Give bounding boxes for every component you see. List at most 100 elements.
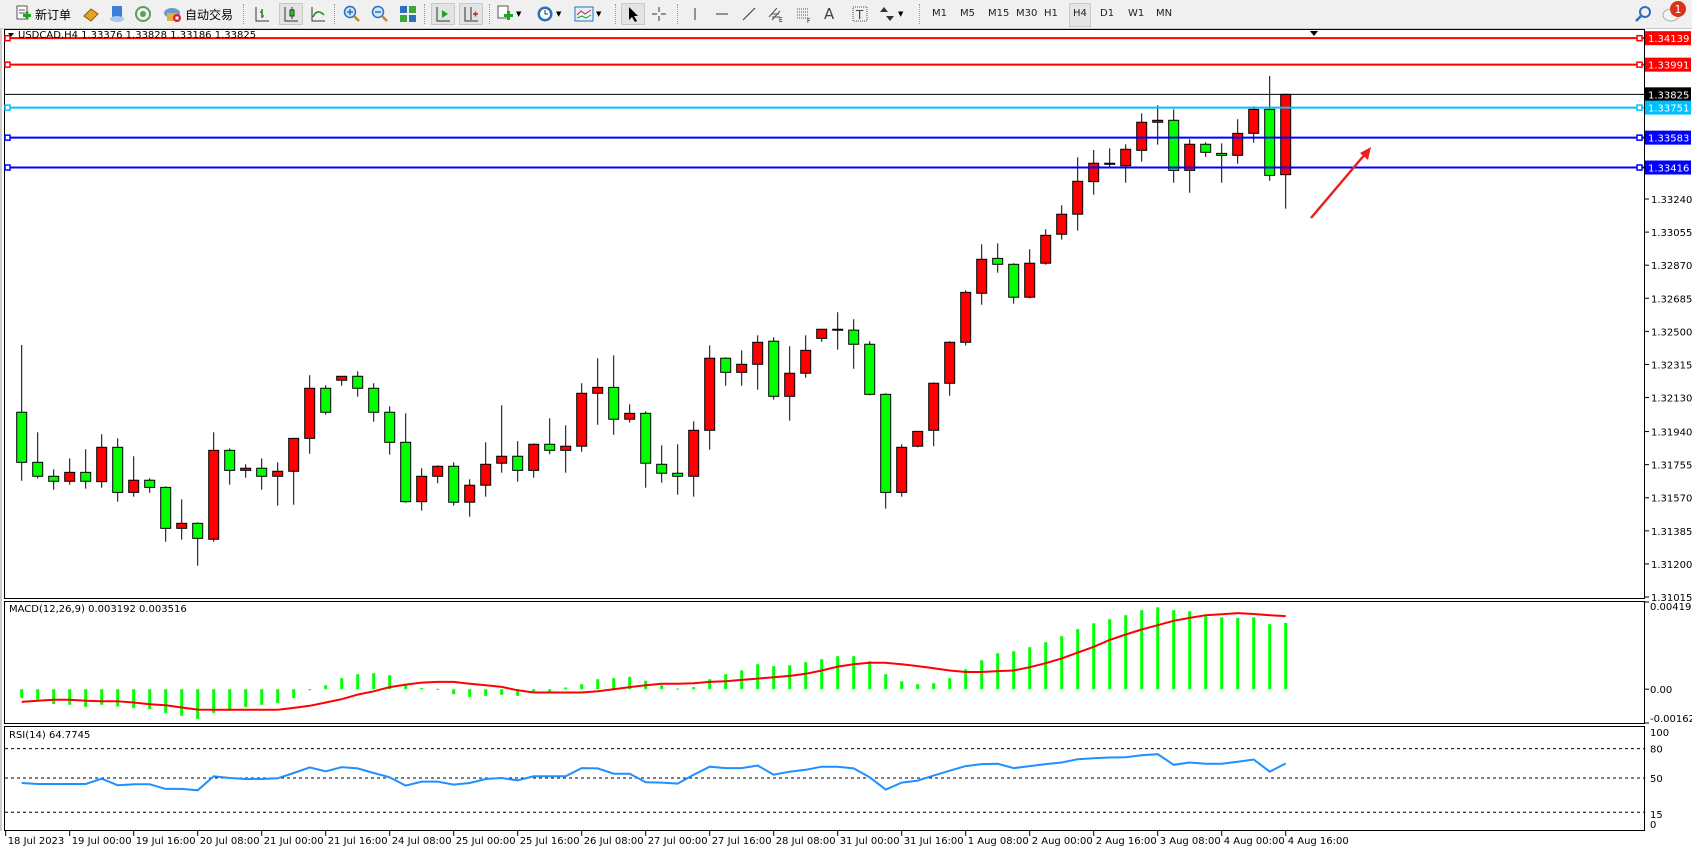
- bull-candle-body: [496, 455, 508, 464]
- periods-button[interactable]: ▼: [536, 3, 561, 25]
- candle: [176, 499, 188, 540]
- chart-shift-button[interactable]: [459, 3, 483, 25]
- indicators-button[interactable]: ▼: [574, 3, 601, 25]
- level-line[interactable]: 1.33751: [4, 100, 1691, 115]
- bar-chart-button[interactable]: [253, 3, 271, 25]
- macd-histogram-bar: [964, 669, 968, 690]
- auto-trading-icon: [164, 8, 181, 22]
- market-watch-button[interactable]: [108, 3, 126, 25]
- text-button[interactable]: A: [824, 3, 834, 25]
- new-chart-button[interactable]: ▼: [496, 3, 521, 25]
- level-handle[interactable]: [4, 164, 11, 171]
- macd-histogram-bar: [900, 681, 904, 690]
- equidistant-channel-button[interactable]: E: [767, 3, 785, 25]
- timeframe-m30[interactable]: M30: [1016, 8, 1038, 19]
- toolbar: 新订单 自动交易 ▼ ▼ ▼ E F A T ▼ M1 M5 M15 M30 H1 H4 D…: [0, 0, 1692, 29]
- candlestick-button[interactable]: [279, 3, 303, 25]
- svg-text:E: E: [779, 17, 783, 23]
- trendline-button[interactable]: [740, 3, 758, 25]
- line-chart-button[interactable]: [309, 3, 327, 25]
- arrows-button[interactable]: ▼: [878, 3, 903, 25]
- search-button[interactable]: [1634, 3, 1652, 25]
- chevron-down-icon[interactable]: ▼: [596, 10, 602, 18]
- autoscroll-button[interactable]: [431, 3, 455, 25]
- macd-histogram-bar: [1220, 617, 1224, 690]
- text-label-button[interactable]: T: [851, 3, 869, 25]
- new-order-button[interactable]: 新订单: [14, 3, 71, 25]
- bull-candle-body: [96, 446, 108, 483]
- cursor-button[interactable]: [621, 3, 645, 25]
- time-tick-label: 26 Jul 08:00: [584, 836, 644, 847]
- price-tick-label: 1.32685: [1651, 294, 1692, 305]
- macd-panel-border: [4, 601, 1645, 724]
- level-line[interactable]: 1.33825: [5, 87, 1691, 102]
- price-tick-label: 1.32870: [1651, 261, 1692, 272]
- candle: [656, 445, 668, 483]
- trend-arrow[interactable]: [1310, 147, 1371, 219]
- level-line[interactable]: 1.33583: [4, 130, 1691, 145]
- bear-candle-body: [448, 465, 460, 503]
- chart-menu-triangle-icon[interactable]: [8, 33, 14, 37]
- vertical-line-button[interactable]: [686, 3, 704, 25]
- bear-candle-body: [832, 328, 844, 331]
- level-handle[interactable]: [4, 61, 11, 68]
- timeframe-w1[interactable]: W1: [1128, 8, 1145, 19]
- bull-candle-body: [800, 349, 812, 374]
- candle: [1040, 229, 1052, 265]
- tile-windows-button[interactable]: [399, 3, 417, 25]
- timeframe-d1[interactable]: D1: [1100, 8, 1115, 19]
- timeframe-h4[interactable]: H4: [1069, 3, 1091, 27]
- timeframe-mn[interactable]: MN: [1156, 8, 1173, 19]
- macd-histogram-bar: [132, 689, 136, 708]
- fibonacci-button[interactable]: F: [795, 3, 813, 25]
- level-handle[interactable]: [1636, 134, 1643, 141]
- horizontal-line-button[interactable]: [713, 3, 731, 25]
- level-handle[interactable]: [1636, 104, 1643, 111]
- crosshair-button[interactable]: [650, 3, 668, 25]
- chevron-down-icon[interactable]: ▼: [898, 10, 904, 18]
- time-tick-label: 18 Jul 2023: [8, 836, 65, 847]
- level-handle[interactable]: [1636, 164, 1643, 171]
- candle: [912, 430, 924, 448]
- chart-shift-marker-icon[interactable]: [1310, 31, 1318, 36]
- candle: [272, 462, 284, 506]
- level-handle[interactable]: [4, 104, 11, 111]
- level-line[interactable]: 1.34139: [4, 31, 1691, 46]
- macd-histogram-bar: [292, 689, 296, 698]
- timeframe-m15[interactable]: M15: [988, 8, 1010, 19]
- bull-candle-body: [336, 375, 348, 381]
- time-tick-label: 24 Jul 08:00: [392, 836, 452, 847]
- candle: [1216, 143, 1228, 183]
- candle: [944, 341, 956, 396]
- level-line[interactable]: 1.33991: [4, 57, 1691, 72]
- chevron-down-icon[interactable]: ▼: [556, 10, 562, 18]
- auto-trading-button[interactable]: 自动交易: [163, 3, 233, 25]
- signals-button[interactable]: [134, 3, 152, 25]
- notification-count: 1: [1675, 3, 1682, 16]
- price-tick-label: 1.33240: [1651, 195, 1692, 206]
- chevron-down-icon[interactable]: ▼: [516, 10, 522, 18]
- level-line[interactable]: 1.33416: [4, 160, 1691, 175]
- macd-histogram-bar: [340, 678, 344, 690]
- time-tick-label: 2 Aug 16:00: [1096, 836, 1157, 847]
- gold-button[interactable]: [82, 3, 100, 25]
- notifications-button[interactable]: 1: [1660, 1, 1688, 23]
- macd-histogram-bar: [52, 689, 56, 704]
- zoom-in-button[interactable]: [343, 3, 361, 25]
- timeframe-m1[interactable]: M1: [932, 8, 947, 19]
- level-handle[interactable]: [1636, 61, 1643, 68]
- timeframe-h1[interactable]: H1: [1044, 8, 1058, 19]
- bear-candle-body: [848, 329, 860, 345]
- bull-candle-body: [176, 522, 188, 529]
- timeframe-m5[interactable]: M5: [960, 8, 975, 19]
- level-handle[interactable]: [4, 34, 11, 42]
- level-handle[interactable]: [1636, 34, 1643, 42]
- horizontal-levels[interactable]: 1.34139 1.33991 1.33825 1.33751 1.33583 1.334…: [4, 31, 1691, 175]
- candlestick-icon: [284, 7, 298, 22]
- zoom-out-button[interactable]: [371, 3, 389, 25]
- candle: [800, 335, 812, 378]
- level-handle[interactable]: [4, 134, 11, 141]
- level-price-label: 1.33416: [1648, 164, 1689, 175]
- macd-histogram-bar: [196, 689, 200, 719]
